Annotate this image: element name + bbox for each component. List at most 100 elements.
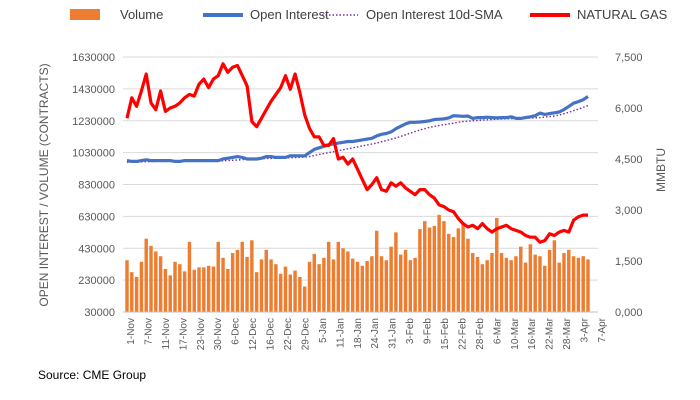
- volume-bars: [125, 214, 590, 312]
- y-left-tick-label: 430000: [78, 243, 115, 255]
- y-right-tick-label: 0,000: [615, 307, 643, 319]
- volume-bar: [139, 261, 144, 312]
- x-tick-label: 10-Mar: [510, 317, 521, 349]
- volume-bar: [475, 257, 480, 312]
- x-tick-label: 28-Mar: [562, 317, 573, 349]
- x-tick-label: 3-Apr: [580, 317, 591, 342]
- legend-label-open-interest: Open Interest: [250, 7, 329, 22]
- volume-bar: [432, 225, 437, 312]
- volume-bar: [370, 256, 374, 312]
- x-tick-label: 3-Feb: [405, 318, 416, 345]
- x-tick-label: 6-Dec: [231, 318, 242, 345]
- volume-bar: [202, 267, 206, 312]
- x-tick-label: 30-Nov: [213, 318, 224, 350]
- y-left-tick-label: 830000: [78, 180, 115, 192]
- volume-bar: [245, 257, 249, 312]
- x-tick-label: 28-Feb: [475, 318, 486, 350]
- volume-bar: [173, 261, 177, 312]
- volume-bar: [206, 265, 211, 312]
- volume-bar: [240, 241, 244, 312]
- volume-bar: [307, 261, 312, 312]
- volume-bar: [398, 254, 403, 312]
- volume-bar: [163, 268, 168, 312]
- x-tick-label: 5-Jan: [318, 318, 329, 343]
- x-tick-label: 18-Jan: [353, 318, 364, 349]
- volume-bar: [538, 256, 542, 312]
- x-tick-label: 22-Feb: [457, 318, 468, 350]
- volume-bar: [495, 217, 499, 312]
- volume-bar: [514, 256, 518, 312]
- volume-bar: [581, 256, 585, 312]
- volume-bar: [360, 265, 365, 312]
- volume-bar: [125, 260, 129, 312]
- y-right-tick-label: 1,500: [615, 256, 643, 268]
- volume-bar: [509, 260, 513, 312]
- volume-bar: [144, 238, 148, 312]
- volume-bar: [221, 257, 225, 312]
- series-lines: [125, 62, 589, 244]
- volume-bar: [326, 241, 331, 312]
- y-left-tick-label: 30000: [84, 307, 115, 319]
- x-tick-label: 29-Dec: [300, 318, 311, 350]
- volume-bar: [283, 266, 288, 312]
- legend-swatch-volume: [70, 9, 100, 20]
- volume-bar: [302, 286, 307, 312]
- x-tick-label: 15-Feb: [440, 318, 451, 350]
- grid-lines: [123, 56, 598, 281]
- volume-bar: [442, 221, 446, 312]
- volume-bar: [528, 244, 533, 312]
- legend-label-natural-gas: NATURAL GAS: [577, 7, 668, 22]
- volume-bar: [547, 249, 552, 312]
- volume-bar: [543, 265, 547, 312]
- volume-bar: [408, 260, 413, 312]
- x-tick-label: 16-Dec: [266, 318, 277, 350]
- y-right-tick-label: 4,500: [615, 154, 643, 166]
- y-right-tick-label: 7,500: [615, 52, 643, 64]
- volume-bar: [499, 253, 504, 312]
- volume-bar: [312, 253, 317, 312]
- volume-bar: [269, 259, 273, 312]
- volume-bar: [451, 237, 456, 312]
- volume-bar: [480, 264, 485, 312]
- volume-bar: [403, 249, 408, 312]
- volume-bar: [317, 264, 321, 312]
- volume-bar: [154, 251, 158, 312]
- volume-bar: [567, 249, 571, 312]
- volume-bar: [374, 230, 379, 312]
- volume-bar: [557, 262, 561, 312]
- open-interest-line: [126, 95, 589, 163]
- volume-bar: [211, 266, 216, 312]
- volume-bar: [379, 256, 384, 312]
- volume-bar: [264, 249, 268, 312]
- volume-bar: [471, 253, 475, 312]
- volume-bar: [230, 253, 235, 312]
- y-left-tick-label: 1030000: [72, 148, 115, 160]
- volume-bar: [341, 248, 345, 312]
- x-tick-label: 6-Mar: [492, 317, 503, 344]
- x-tick-label: 7-Nov: [143, 318, 154, 345]
- y-axis-left-ticks: 30000 230000 430000 630000 830000 1030000 1230…: [72, 52, 115, 319]
- volume-bar: [562, 253, 566, 312]
- volume-bar: [418, 229, 422, 312]
- volume-bar: [293, 270, 297, 312]
- volume-bar: [336, 241, 341, 312]
- volume-bar: [192, 269, 196, 312]
- volume-bar: [504, 257, 509, 312]
- x-tick-label: 22-Dec: [283, 318, 294, 350]
- volume-bar: [552, 240, 557, 312]
- volume-bar: [298, 276, 302, 312]
- x-tick-label: 1-Nov: [126, 318, 137, 345]
- x-tick-label: 17-Nov: [178, 318, 189, 350]
- volume-bar: [427, 227, 432, 312]
- volume-bar: [365, 261, 369, 312]
- volume-bar: [355, 261, 360, 312]
- volume-bar: [235, 249, 240, 312]
- y-left-tick-label: 630000: [78, 211, 115, 223]
- x-tick-label: 23-Nov: [196, 318, 207, 350]
- volume-bar: [158, 256, 163, 312]
- y-right-tick-label: 3,000: [615, 205, 643, 217]
- volume-bar: [346, 251, 350, 312]
- volume-bar: [331, 259, 336, 312]
- y-left-tick-label: 1630000: [72, 52, 115, 64]
- volume-bar: [134, 276, 139, 312]
